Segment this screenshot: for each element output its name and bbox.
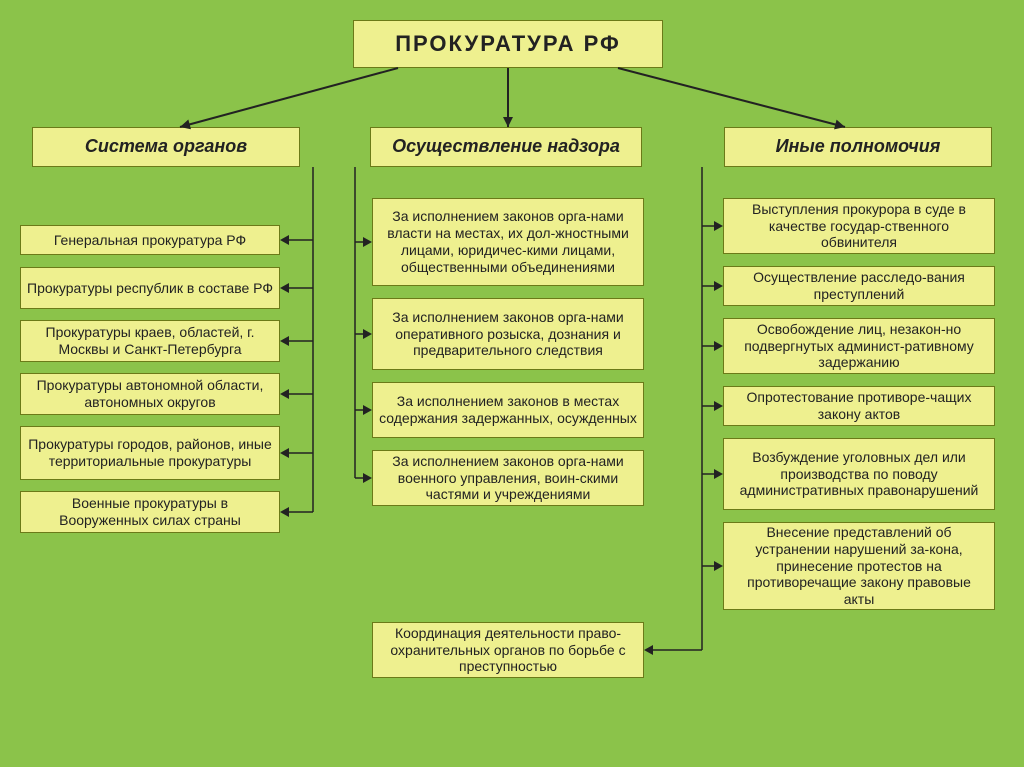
col2-header: Осуществление надзора bbox=[370, 127, 642, 167]
col2-item-3: За исполнением законов орга-нами военног… bbox=[372, 450, 644, 506]
title-box: ПРОКУРАТУРА РФ bbox=[353, 20, 663, 68]
col1-item-2-text: Прокуратуры краев, областей, г. Москвы и… bbox=[27, 324, 273, 358]
col1-item-1-text: Прокуратуры республик в составе РФ bbox=[27, 280, 273, 297]
col1-item-1: Прокуратуры республик в составе РФ bbox=[20, 267, 280, 309]
col1-header: Система органов bbox=[32, 127, 300, 167]
col3-header: Иные полномочия bbox=[724, 127, 992, 167]
col3-item-4-text: Возбуждение уголовных дел или производст… bbox=[730, 449, 988, 499]
col1-item-5-text: Военные прокуратуры в Вооруженных силах … bbox=[27, 495, 273, 529]
col2-item-1: За исполнением законов орга-нами операти… bbox=[372, 298, 644, 370]
col3-item-0: Выступления прокурора в суде в качестве … bbox=[723, 198, 995, 254]
col2-item-0: За исполнением законов орга-нами власти … bbox=[372, 198, 644, 286]
col2-item-1-text: За исполнением законов орга-нами операти… bbox=[379, 309, 637, 359]
col2-item-3-text: За исполнением законов орга-нами военног… bbox=[379, 453, 637, 503]
col2-item-2: За исполнением законов в местах содержан… bbox=[372, 382, 644, 438]
col3-item-3-text: Опротестование противоре-чащих закону ак… bbox=[730, 389, 988, 423]
col1-header-text: Система органов bbox=[85, 136, 247, 158]
title-text: ПРОКУРАТУРА РФ bbox=[395, 31, 621, 57]
col1-item-0: Генеральная прокуратура РФ bbox=[20, 225, 280, 255]
footer-text: Координация деятельности право-охранител… bbox=[379, 625, 637, 675]
col1-item-3: Прокуратуры автономной области, автономн… bbox=[20, 373, 280, 415]
col1-item-0-text: Генеральная прокуратура РФ bbox=[54, 232, 246, 249]
col2-header-text: Осуществление надзора bbox=[392, 136, 620, 158]
col3-item-2: Освобождение лиц, незакон-но подвергнуты… bbox=[723, 318, 995, 374]
col3-item-0-text: Выступления прокурора в суде в качестве … bbox=[730, 201, 988, 251]
col3-item-1-text: Осуществление расследо-вания преступлени… bbox=[730, 269, 988, 303]
col2-item-0-text: За исполнением законов орга-нами власти … bbox=[379, 208, 637, 275]
col3-item-1: Осуществление расследо-вания преступлени… bbox=[723, 266, 995, 306]
col3-item-5-text: Внесение представлений об устранении нар… bbox=[730, 524, 988, 608]
col1-item-4-text: Прокуратуры городов, районов, иные терри… bbox=[27, 436, 273, 470]
col2-item-2-text: За исполнением законов в местах содержан… bbox=[379, 393, 637, 427]
col1-item-2: Прокуратуры краев, областей, г. Москвы и… bbox=[20, 320, 280, 362]
col3-item-2-text: Освобождение лиц, незакон-но подвергнуты… bbox=[730, 321, 988, 371]
col1-item-4: Прокуратуры городов, районов, иные терри… bbox=[20, 426, 280, 480]
col3-header-text: Иные полномочия bbox=[776, 136, 941, 158]
col3-item-5: Внесение представлений об устранении нар… bbox=[723, 522, 995, 610]
footer-box: Координация деятельности право-охранител… bbox=[372, 622, 644, 678]
col1-item-3-text: Прокуратуры автономной области, автономн… bbox=[27, 377, 273, 411]
col3-item-4: Возбуждение уголовных дел или производст… bbox=[723, 438, 995, 510]
col3-item-3: Опротестование противоре-чащих закону ак… bbox=[723, 386, 995, 426]
col1-item-5: Военные прокуратуры в Вооруженных силах … bbox=[20, 491, 280, 533]
